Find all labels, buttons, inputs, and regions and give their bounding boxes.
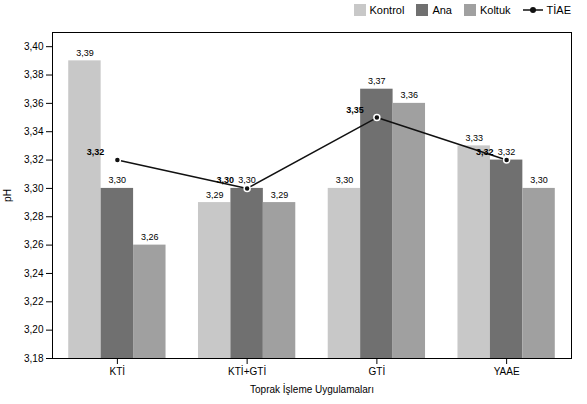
svg-text:3,32: 3,32 [24, 154, 44, 165]
svg-text:3,26: 3,26 [141, 232, 159, 242]
svg-text:3,28: 3,28 [24, 211, 44, 222]
html-text:Kontrol: Kontrol [369, 4, 405, 16]
svg-text:3,32: 3,32 [87, 147, 105, 157]
html-text:TİAE: TİAE [546, 4, 571, 16]
html-text:Ana: Ana [432, 4, 452, 16]
svg-text:3,29: 3,29 [206, 190, 224, 200]
svg-text:3,36: 3,36 [401, 90, 419, 100]
svg-text:YAAE: YAAE [494, 366, 520, 377]
svg-text:3,32: 3,32 [498, 147, 516, 157]
svg-text:3,40: 3,40 [24, 41, 44, 52]
svg-text:3,33: 3,33 [465, 133, 483, 143]
svg-text:3,38: 3,38 [24, 69, 44, 80]
svg-text:3,30: 3,30 [217, 175, 235, 185]
svg-text:3,32: 3,32 [476, 147, 494, 157]
svg-text:KTİ: KTİ [110, 365, 126, 377]
svg-text:3,29: 3,29 [271, 190, 289, 200]
svg-text:3,30: 3,30 [336, 175, 354, 185]
svg-text:3,18: 3,18 [24, 353, 44, 364]
svg-text:3,37: 3,37 [368, 76, 386, 86]
svg-text:3,36: 3,36 [24, 98, 44, 109]
svg-text:KTİ+GTİ: KTİ+GTİ [228, 365, 266, 377]
svg-text:3,30: 3,30 [24, 183, 44, 194]
html-text:Koltuk: Koltuk [480, 4, 511, 16]
svg-text:3,20: 3,20 [24, 324, 44, 335]
svg-text:3,34: 3,34 [24, 126, 44, 137]
svg-text:3,30: 3,30 [109, 175, 127, 185]
svg-text:3,24: 3,24 [24, 268, 44, 279]
svg-text:3,39: 3,39 [76, 48, 94, 58]
svg-text:3,30: 3,30 [530, 175, 548, 185]
svg-text:Toprak İşleme Uygulamaları: Toprak İşleme Uygulamaları [250, 383, 374, 395]
svg-text:GTİ: GTİ [369, 365, 386, 377]
svg-text:3,35: 3,35 [346, 105, 364, 115]
svg-text:pH: pH [2, 189, 13, 202]
svg-text:3,26: 3,26 [24, 239, 44, 250]
svg-text:3,30: 3,30 [238, 175, 256, 185]
svg-text:3,22: 3,22 [24, 296, 44, 307]
